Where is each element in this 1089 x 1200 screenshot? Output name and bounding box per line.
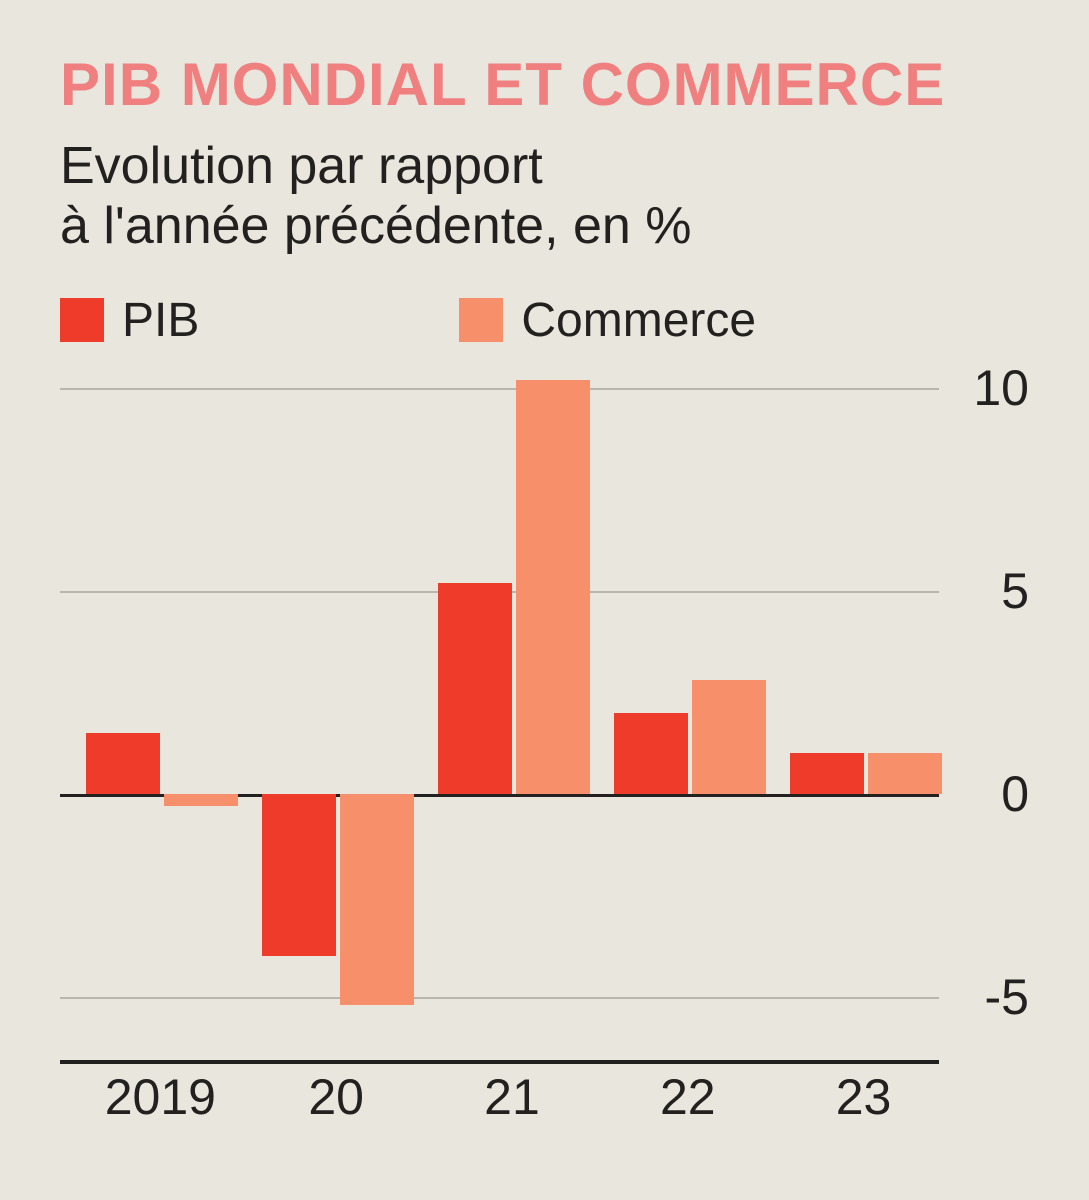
bar-commerce — [692, 680, 766, 794]
subtitle-line-1: Evolution par rapport — [60, 137, 543, 195]
y-tick-label: 5 — [949, 562, 1029, 620]
legend-label-pib: PIB — [122, 293, 199, 348]
bar-group — [86, 368, 256, 1058]
bar-pib — [438, 583, 512, 794]
bar-pib — [86, 733, 160, 794]
bottom-axis-line — [60, 1060, 939, 1064]
x-tick-label: 23 — [836, 1068, 892, 1126]
bar-commerce — [868, 753, 942, 794]
bar-group — [438, 368, 608, 1058]
chart-title: PIB MONDIAL ET COMMERCE — [60, 50, 1029, 119]
legend-item-pib: PIB — [60, 293, 199, 348]
y-tick-label: 10 — [949, 359, 1029, 417]
legend-label-commerce: Commerce — [521, 293, 756, 348]
x-tick-label: 20 — [308, 1068, 364, 1126]
bar-pib — [262, 794, 336, 956]
plot-area — [60, 368, 939, 1058]
x-tick-label: 22 — [660, 1068, 716, 1126]
x-tick-label: 2019 — [105, 1068, 216, 1126]
y-tick-label: -5 — [949, 968, 1029, 1026]
bar-pib — [790, 753, 864, 794]
legend-swatch-pib — [60, 298, 104, 342]
bar-group — [262, 368, 432, 1058]
bar-group — [790, 368, 960, 1058]
bar-commerce — [340, 794, 414, 1005]
bar-commerce — [164, 794, 238, 806]
legend: PIB Commerce — [60, 293, 1029, 348]
legend-item-commerce: Commerce — [459, 293, 756, 348]
chart-subtitle: Evolution par rapport à l'année précéden… — [60, 137, 1029, 257]
chart-area: 201920212223 1050-5 — [60, 368, 1029, 1128]
x-tick-label: 21 — [484, 1068, 540, 1126]
y-tick-label: 0 — [949, 765, 1029, 823]
x-axis-labels: 2019 20 21 22 23 — [60, 1068, 939, 1128]
bar-commerce — [516, 380, 590, 794]
bar-group — [614, 368, 784, 1058]
subtitle-line-2: à l'année précédente, en % — [60, 197, 692, 255]
legend-swatch-commerce — [459, 298, 503, 342]
bar-pib — [614, 713, 688, 794]
